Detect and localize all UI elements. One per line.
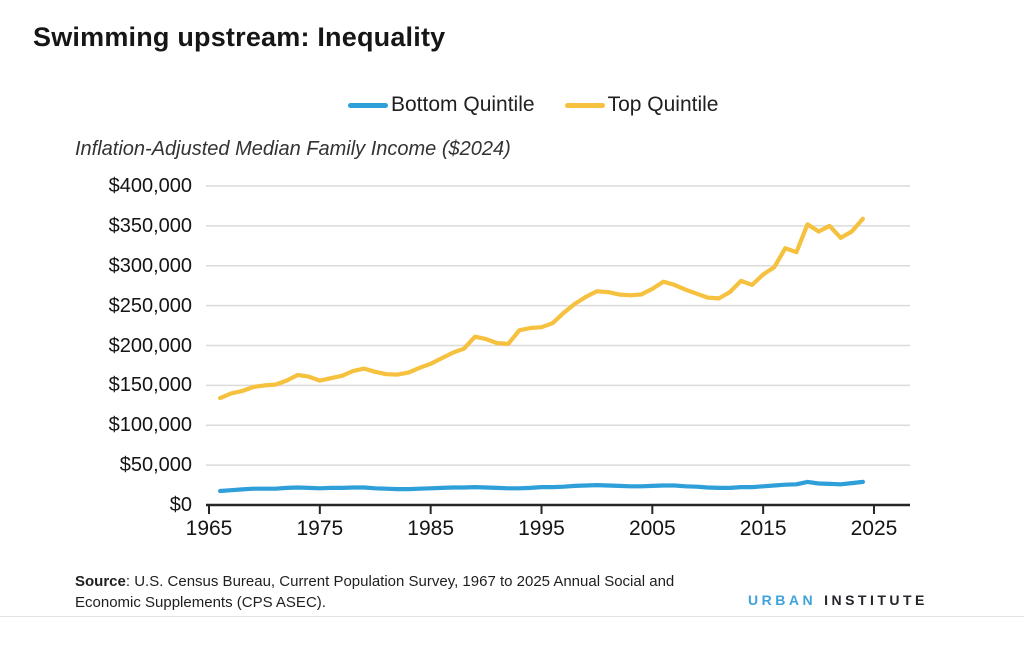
top-quintile-line-swatch: [564, 102, 605, 108]
source-label: Source: [75, 573, 126, 590]
legend-label-bottom-quintile: Bottom Quintile: [391, 93, 535, 116]
x-tick-label: 1985: [407, 517, 455, 540]
logo-urban-text: URBAN: [748, 592, 817, 608]
legend: Bottom Quintile Top Quintile: [348, 93, 718, 117]
y-tick-label: $0: [169, 494, 192, 516]
chart-axis-title: Inflation-Adjusted Median Family Income …: [75, 138, 511, 160]
y-tick-label: $150,000: [108, 374, 192, 397]
y-tick-label: $400,000: [108, 175, 192, 197]
y-tick-label: $300,000: [108, 254, 192, 277]
x-tick-label: 2025: [850, 517, 898, 540]
x-tick-label: 1965: [185, 517, 233, 540]
y-tick-label: $250,000: [108, 294, 192, 317]
x-tick-label: 2015: [739, 517, 787, 540]
source-note: Source: U.S. Census Bureau, Current Popu…: [75, 571, 715, 613]
x-tick-label: 1995: [518, 517, 565, 540]
legend-item-bottom-quintile: Bottom Quintile: [348, 93, 535, 117]
logo-institute-text: INSTITUTE: [824, 592, 928, 608]
legend-label-top-quintile: Top Quintile: [607, 93, 719, 116]
legend-item-top-quintile: Top Quintile: [564, 93, 719, 117]
x-tick-label: 1975: [296, 517, 344, 540]
series-line-bottom-quintile: [218, 479, 866, 494]
y-tick-label: $100,000: [108, 414, 192, 437]
y-tick-label: $350,000: [108, 214, 192, 237]
y-tick-label: $50,000: [119, 454, 192, 477]
urban-institute-logo: URBAN INSTITUTE: [748, 592, 928, 608]
bottom-divider: [0, 616, 1024, 617]
page-title: Swimming upstream: Inequality: [33, 22, 446, 52]
bottom-quintile-line-swatch: [348, 102, 388, 108]
y-tick-label: $200,000: [108, 334, 192, 357]
x-tick-label: 2005: [628, 517, 676, 540]
series-line-top-quintile: [218, 216, 866, 401]
source-text: : U.S. Census Bureau, Current Population…: [75, 573, 675, 611]
